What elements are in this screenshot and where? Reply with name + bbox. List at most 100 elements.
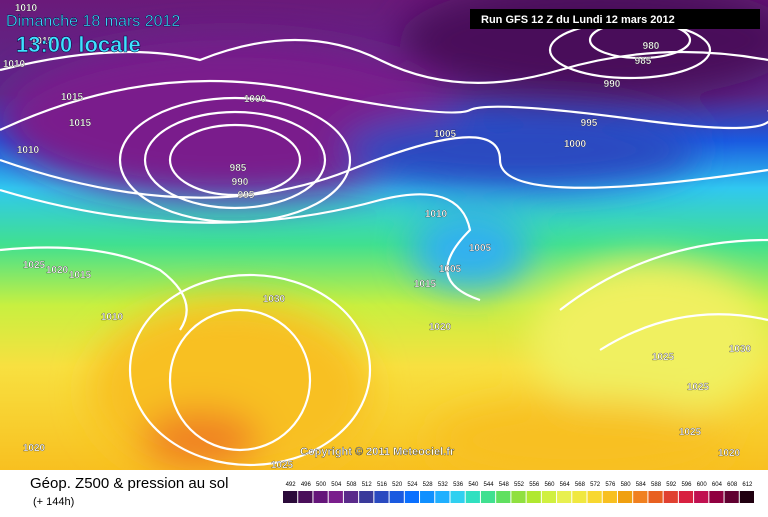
scale-label: 524 bbox=[407, 482, 418, 488]
scale-label: 556 bbox=[529, 482, 540, 488]
scale-label: 516 bbox=[377, 482, 388, 488]
scale-label: 512 bbox=[362, 482, 373, 488]
scale-label: 596 bbox=[681, 482, 692, 488]
isobar-label: 1020 bbox=[429, 322, 452, 333]
scale-label: 500 bbox=[316, 482, 327, 488]
scale-swatch bbox=[694, 491, 709, 503]
scale-swatch bbox=[435, 491, 450, 503]
scale-swatch bbox=[663, 491, 678, 503]
scale-label: 588 bbox=[651, 482, 662, 488]
isobar-label: 1025 bbox=[271, 460, 294, 471]
scale-label: 540 bbox=[468, 482, 479, 488]
scale-swatch bbox=[526, 491, 541, 503]
isobar-label: 1020 bbox=[718, 448, 741, 459]
scale-swatch bbox=[557, 491, 572, 503]
scale-label: 544 bbox=[484, 482, 495, 488]
map-field bbox=[0, 0, 768, 470]
isobar-label: 985 bbox=[635, 56, 652, 67]
footer-lead: (+ 144h) bbox=[33, 496, 74, 508]
run-label: Run GFS 12 Z du Lundi 12 mars 2012 bbox=[481, 14, 675, 26]
isobar-label: 1020 bbox=[46, 265, 69, 276]
isobar-label: 1025 bbox=[23, 260, 46, 271]
scale-swatch bbox=[374, 491, 389, 503]
isobar-label: 1020 bbox=[23, 443, 46, 454]
scale-label: 608 bbox=[727, 482, 738, 488]
isobar-label: 1010 bbox=[17, 145, 40, 156]
isobar-label: 980 bbox=[643, 41, 660, 52]
scale-label: 528 bbox=[423, 482, 434, 488]
scale-label: 508 bbox=[347, 482, 358, 488]
scale-label: 592 bbox=[666, 482, 677, 488]
scale-label: 504 bbox=[331, 482, 342, 488]
scale-swatch bbox=[739, 491, 754, 503]
scale-label: 536 bbox=[453, 482, 464, 488]
run-box bbox=[470, 9, 760, 29]
scale-label: 548 bbox=[499, 482, 510, 488]
scale-swatch bbox=[602, 491, 617, 503]
scale-swatch bbox=[678, 491, 694, 503]
scale-label: 604 bbox=[712, 482, 723, 488]
isobar-label: 990 bbox=[232, 177, 249, 188]
scale-swatch bbox=[541, 491, 557, 503]
isobar-label: 990 bbox=[604, 79, 621, 90]
scale-swatch bbox=[283, 491, 298, 503]
scale-label: 576 bbox=[605, 482, 616, 488]
scale-swatch bbox=[511, 491, 526, 503]
isobar-label: 1025 bbox=[679, 427, 702, 438]
scale-swatch bbox=[450, 491, 465, 503]
isobar-label: 1010 bbox=[425, 209, 448, 220]
scale-swatch bbox=[724, 491, 739, 503]
isobar-label: 1005 bbox=[434, 129, 457, 140]
scale-label: 572 bbox=[590, 482, 601, 488]
scale-swatch bbox=[389, 491, 404, 503]
scale-swatch bbox=[480, 491, 496, 503]
scale-swatch bbox=[617, 491, 633, 503]
isobar-label: 1000 bbox=[564, 139, 587, 150]
isobar-label: 1030 bbox=[729, 344, 752, 355]
scale-swatch bbox=[359, 491, 374, 503]
isobar-label: 995 bbox=[581, 118, 598, 129]
date-label: Dimanche 18 mars 2012 bbox=[6, 13, 180, 30]
scale-swatch bbox=[313, 491, 328, 503]
scale-swatch bbox=[420, 491, 435, 503]
scale-label: 580 bbox=[621, 482, 632, 488]
footer-title: Géop. Z500 & pression au sol bbox=[30, 475, 228, 492]
scale-label: 492 bbox=[286, 482, 297, 488]
scale-label: 568 bbox=[575, 482, 586, 488]
scale-label: 564 bbox=[560, 482, 571, 488]
scale-label: 496 bbox=[301, 482, 312, 488]
isobar-label: 1015 bbox=[69, 118, 92, 129]
isobar-label: 1015 bbox=[61, 92, 84, 103]
scale-label: 552 bbox=[514, 482, 525, 488]
scale-swatch bbox=[404, 491, 420, 503]
color-scale: 492 496 500 504 508 512 516 520 524 528 532 536 540 5… bbox=[283, 482, 754, 503]
copyright: Copyright © 2011 Meteociel.fr bbox=[300, 446, 455, 458]
scale-label: 520 bbox=[392, 482, 403, 488]
isobar-label: 1030 bbox=[263, 294, 286, 305]
isobar-label: 985 bbox=[230, 163, 247, 174]
scale-label: 600 bbox=[697, 482, 708, 488]
scale-swatch bbox=[587, 491, 602, 503]
scale-swatch bbox=[298, 491, 313, 503]
isobar-label: 1000 bbox=[244, 94, 267, 105]
isobar-label: 1015 bbox=[414, 279, 437, 290]
isobar-label: 1005 bbox=[439, 264, 462, 275]
isobar-label: 1015 bbox=[31, 36, 54, 47]
scale-label: 612 bbox=[742, 482, 753, 488]
isobar-label: 1010 bbox=[101, 312, 124, 323]
isobar-label: 1025 bbox=[652, 352, 675, 363]
scale-swatch bbox=[633, 491, 648, 503]
scale-label: 532 bbox=[438, 482, 449, 488]
isobar-label: 995 bbox=[238, 190, 255, 201]
scale-label: 560 bbox=[544, 482, 555, 488]
scale-swatch bbox=[465, 491, 480, 503]
scale-swatch bbox=[343, 491, 359, 503]
scale-label: 584 bbox=[636, 482, 647, 488]
time-label: 13:00 locale bbox=[16, 32, 141, 57]
isobar-label: 1010 bbox=[15, 3, 38, 14]
scale-swatch bbox=[572, 491, 587, 503]
isobar-label: 1025 bbox=[687, 382, 710, 393]
isobar-label: 1005 bbox=[469, 243, 492, 254]
scale-swatch bbox=[328, 491, 343, 503]
